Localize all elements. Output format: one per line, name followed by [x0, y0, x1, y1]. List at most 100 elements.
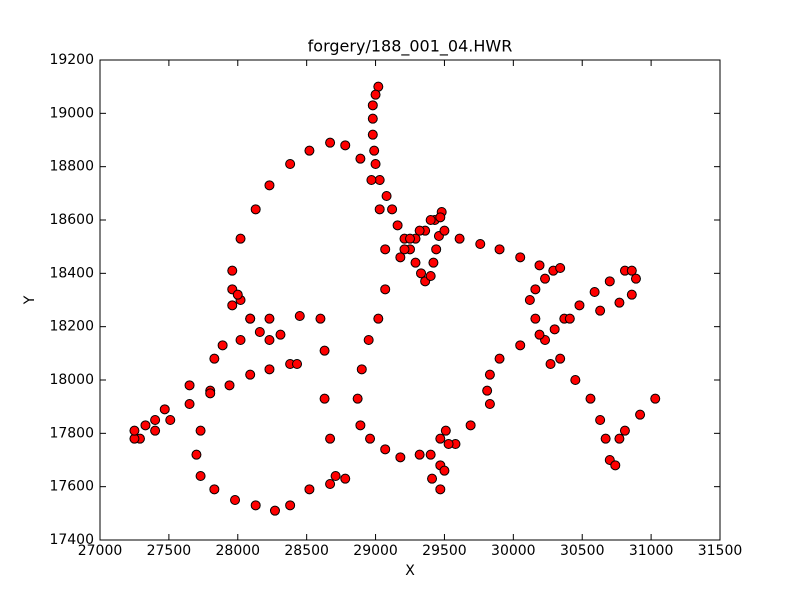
point — [595, 415, 606, 425]
point — [304, 484, 315, 495]
point — [530, 284, 541, 295]
point — [165, 415, 176, 425]
point — [205, 388, 216, 399]
point — [626, 289, 637, 300]
point — [367, 100, 378, 111]
point — [484, 399, 495, 409]
y-tick-label: 18200 — [49, 319, 94, 335]
x-axis-label: X — [405, 563, 415, 579]
point — [264, 364, 275, 375]
point — [325, 433, 336, 444]
point — [367, 129, 378, 140]
point — [191, 449, 202, 460]
point — [534, 329, 545, 340]
point — [399, 244, 410, 255]
point — [352, 393, 363, 404]
point — [454, 233, 465, 244]
point — [325, 137, 336, 148]
x-tick-label: 27500 — [147, 543, 192, 559]
x-tick-label: 28500 — [284, 543, 329, 559]
point — [264, 335, 275, 345]
chart-title: forgery/188_001_04.HWR — [308, 37, 513, 57]
point — [545, 359, 556, 369]
point — [435, 212, 446, 223]
point — [431, 244, 442, 255]
point — [245, 313, 256, 324]
point — [482, 385, 493, 396]
y-tick-label: 17400 — [49, 532, 94, 548]
point — [619, 425, 630, 436]
point — [250, 204, 261, 215]
y-tick-label: 19200 — [49, 52, 94, 68]
point — [515, 340, 526, 351]
point — [363, 335, 374, 345]
point — [129, 425, 140, 436]
x-tick-label: 29500 — [422, 543, 467, 559]
point — [574, 300, 585, 311]
point — [195, 471, 206, 481]
point — [381, 191, 392, 201]
point — [230, 495, 241, 505]
point — [530, 313, 541, 324]
point — [325, 479, 336, 489]
point — [614, 433, 625, 444]
y-tick-label: 17600 — [49, 479, 94, 495]
point — [319, 345, 330, 356]
point — [435, 484, 446, 495]
y-tick-label: 18000 — [49, 372, 94, 388]
point — [570, 375, 581, 385]
point — [370, 89, 381, 100]
point — [209, 353, 220, 364]
point — [614, 297, 625, 308]
point — [330, 471, 341, 481]
point — [232, 289, 243, 300]
point — [355, 420, 366, 431]
x-tick-label: 29000 — [353, 543, 398, 559]
point — [374, 175, 385, 185]
point — [209, 484, 220, 495]
point — [443, 439, 454, 449]
point — [465, 420, 476, 431]
point — [235, 335, 246, 345]
y-tick-label: 19000 — [49, 105, 94, 121]
point — [585, 393, 596, 404]
point — [285, 500, 296, 511]
point — [635, 409, 646, 420]
point — [366, 175, 377, 185]
marks — [129, 81, 661, 516]
point — [373, 313, 384, 324]
point — [555, 263, 566, 273]
point — [428, 257, 439, 268]
point — [564, 313, 575, 324]
point — [439, 465, 450, 476]
y-tick-label: 18600 — [49, 212, 94, 228]
point — [380, 284, 391, 295]
point — [524, 295, 535, 305]
point — [367, 113, 378, 124]
point — [589, 287, 600, 297]
point — [245, 369, 256, 380]
x-tick-label: 31000 — [629, 543, 674, 559]
point — [150, 425, 161, 436]
point — [610, 460, 621, 471]
point — [355, 153, 366, 164]
point — [425, 449, 436, 460]
point — [604, 276, 615, 287]
y-tick-label: 17800 — [49, 425, 94, 441]
point — [227, 265, 238, 276]
point — [369, 145, 380, 156]
plot-frame — [99, 59, 721, 541]
point — [140, 420, 151, 431]
point — [540, 273, 551, 284]
point — [184, 399, 195, 409]
point — [414, 449, 425, 460]
point — [340, 140, 351, 151]
point — [235, 233, 246, 244]
point — [439, 225, 450, 236]
point — [269, 505, 280, 516]
point — [555, 353, 566, 364]
point — [184, 380, 195, 391]
